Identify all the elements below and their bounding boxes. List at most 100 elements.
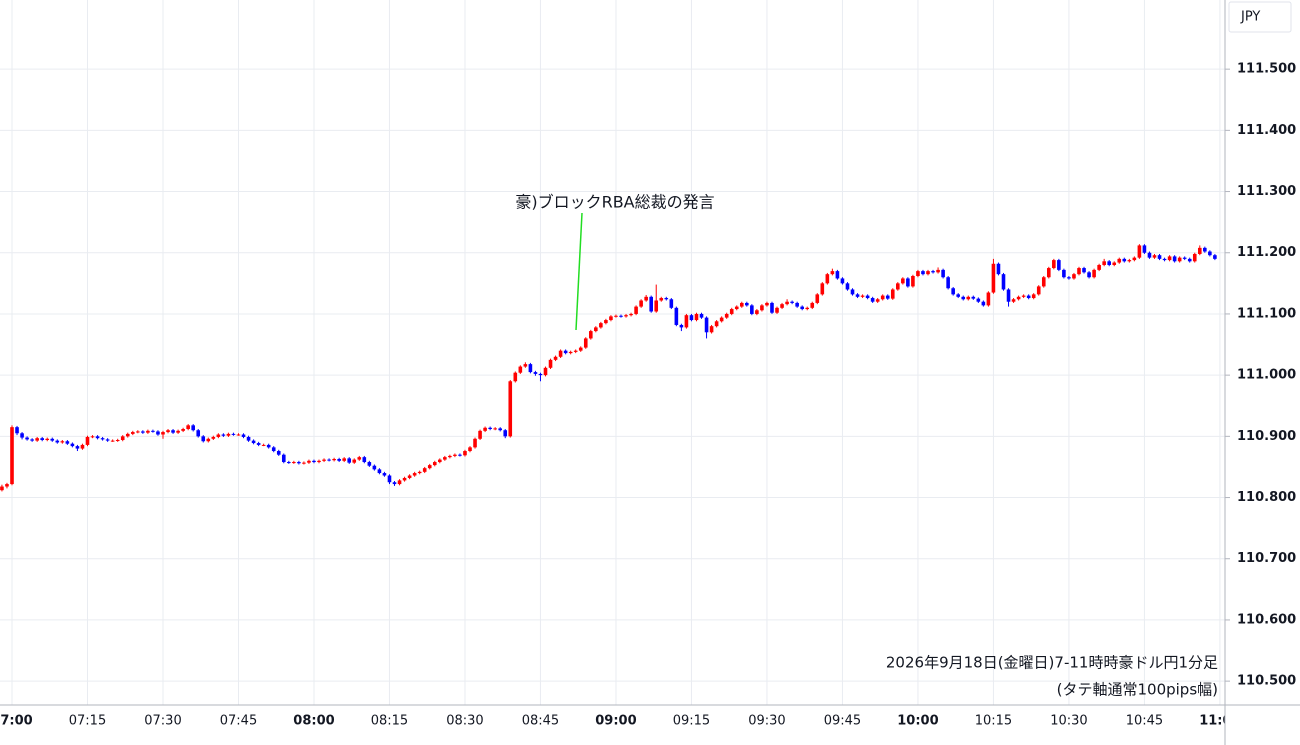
- candle-body: [669, 299, 674, 308]
- candle-body: [760, 305, 764, 311]
- candle-body: [100, 438, 105, 440]
- x-tick-label: 08:45: [522, 714, 559, 729]
- candle-body: [60, 441, 65, 443]
- grid: [0, 0, 1225, 705]
- candle-body: [820, 283, 825, 295]
- candle-body: [639, 300, 643, 307]
- candle-body: [634, 306, 638, 314]
- candle-body: [609, 316, 613, 321]
- candle-body: [734, 306, 739, 310]
- candle-body: [719, 317, 724, 322]
- candle-body: [1203, 247, 1207, 252]
- candle-body: [382, 473, 387, 476]
- candle-body: [176, 430, 180, 433]
- candle-body: [830, 271, 835, 275]
- candle-body: [745, 302, 749, 306]
- candle-body: [508, 381, 513, 437]
- candle-body: [110, 440, 115, 442]
- candle-body: [1177, 257, 1182, 262]
- candle-body: [729, 309, 734, 314]
- candle-body: [961, 296, 966, 300]
- candles: [0, 244, 1217, 492]
- candle-body: [644, 296, 648, 301]
- candle-body: [689, 315, 694, 321]
- candle-body: [916, 271, 920, 277]
- candle-body: [50, 438, 55, 441]
- candle-body: [256, 443, 261, 445]
- candle-body: [664, 298, 669, 300]
- candle-body: [548, 359, 553, 368]
- candle-body: [85, 436, 90, 445]
- candle-body: [659, 298, 664, 301]
- candle-body: [251, 440, 256, 444]
- candle-body: [850, 289, 855, 295]
- candle-body: [1097, 264, 1101, 270]
- candle-body: [90, 436, 95, 438]
- candle-body: [654, 300, 659, 312]
- candle-body: [885, 295, 890, 299]
- candle-body: [1102, 261, 1106, 265]
- x-tick-label: 09:00: [595, 714, 636, 729]
- candle-body: [870, 298, 875, 302]
- candle-body: [130, 432, 135, 434]
- annotation: 豪)ブロックRBA総裁の発言: [515, 193, 714, 212]
- candle-body: [996, 263, 1001, 275]
- candle-body: [141, 431, 145, 433]
- candle-body: [483, 427, 487, 431]
- candle-body: [890, 289, 895, 299]
- candle-body: [432, 462, 437, 466]
- candle-body: [216, 434, 221, 437]
- candle-body: [1021, 295, 1026, 297]
- candle-body: [498, 428, 503, 431]
- currency-box: [1228, 1, 1292, 33]
- y-tick-label: 110.900: [1237, 429, 1296, 444]
- candle-body: [438, 459, 442, 463]
- candle-body: [372, 465, 377, 470]
- candle-body: [196, 430, 201, 437]
- candle-body: [186, 425, 190, 429]
- candle-body: [906, 278, 910, 287]
- y-tick-label: 110.500: [1237, 674, 1296, 689]
- candle-body: [1162, 258, 1167, 261]
- candle-body: [1172, 256, 1177, 262]
- candle-body: [714, 321, 719, 327]
- candle-body: [65, 441, 70, 444]
- y-axis: 110.500 110.600 110.700 110.800 110.900 111.0…: [1225, 62, 1296, 689]
- candle-body: [594, 327, 598, 332]
- candle-body: [790, 301, 794, 303]
- candle-body: [453, 454, 457, 456]
- x-tick-label: 10:15: [975, 714, 1012, 729]
- candle-body: [694, 313, 699, 321]
- x-tick-label: 07:30: [144, 714, 181, 729]
- candle-body: [0, 486, 4, 491]
- candle-body: [815, 294, 820, 303]
- candle-body: [941, 269, 945, 278]
- candle-body: [402, 477, 407, 481]
- candle-body: [578, 347, 583, 351]
- candle-body: [412, 473, 417, 476]
- candle-body: [1087, 272, 1091, 278]
- candle-body: [468, 447, 472, 452]
- candle-body: [292, 462, 296, 464]
- candle-body: [362, 457, 367, 463]
- candle-body: [1006, 289, 1011, 302]
- candle-body: [840, 278, 845, 284]
- candle-body: [1197, 247, 1202, 254]
- candle-body: [503, 430, 508, 437]
- candle-body: [1122, 258, 1127, 262]
- candle-body: [921, 271, 925, 275]
- candle-body: [1187, 258, 1192, 262]
- x-tick-label: 10:30: [1050, 714, 1087, 729]
- candle-body: [1062, 269, 1066, 278]
- candle-body: [120, 436, 125, 441]
- candle-body: [70, 443, 75, 447]
- candle-body: [629, 313, 633, 316]
- candle-body: [750, 305, 754, 314]
- candle-body: [115, 440, 120, 442]
- candle-body: [1031, 294, 1036, 299]
- candle-body: [211, 436, 216, 439]
- candle-body: [322, 459, 326, 461]
- x-tick-label: 10:00: [897, 714, 938, 729]
- candle-body: [805, 307, 810, 310]
